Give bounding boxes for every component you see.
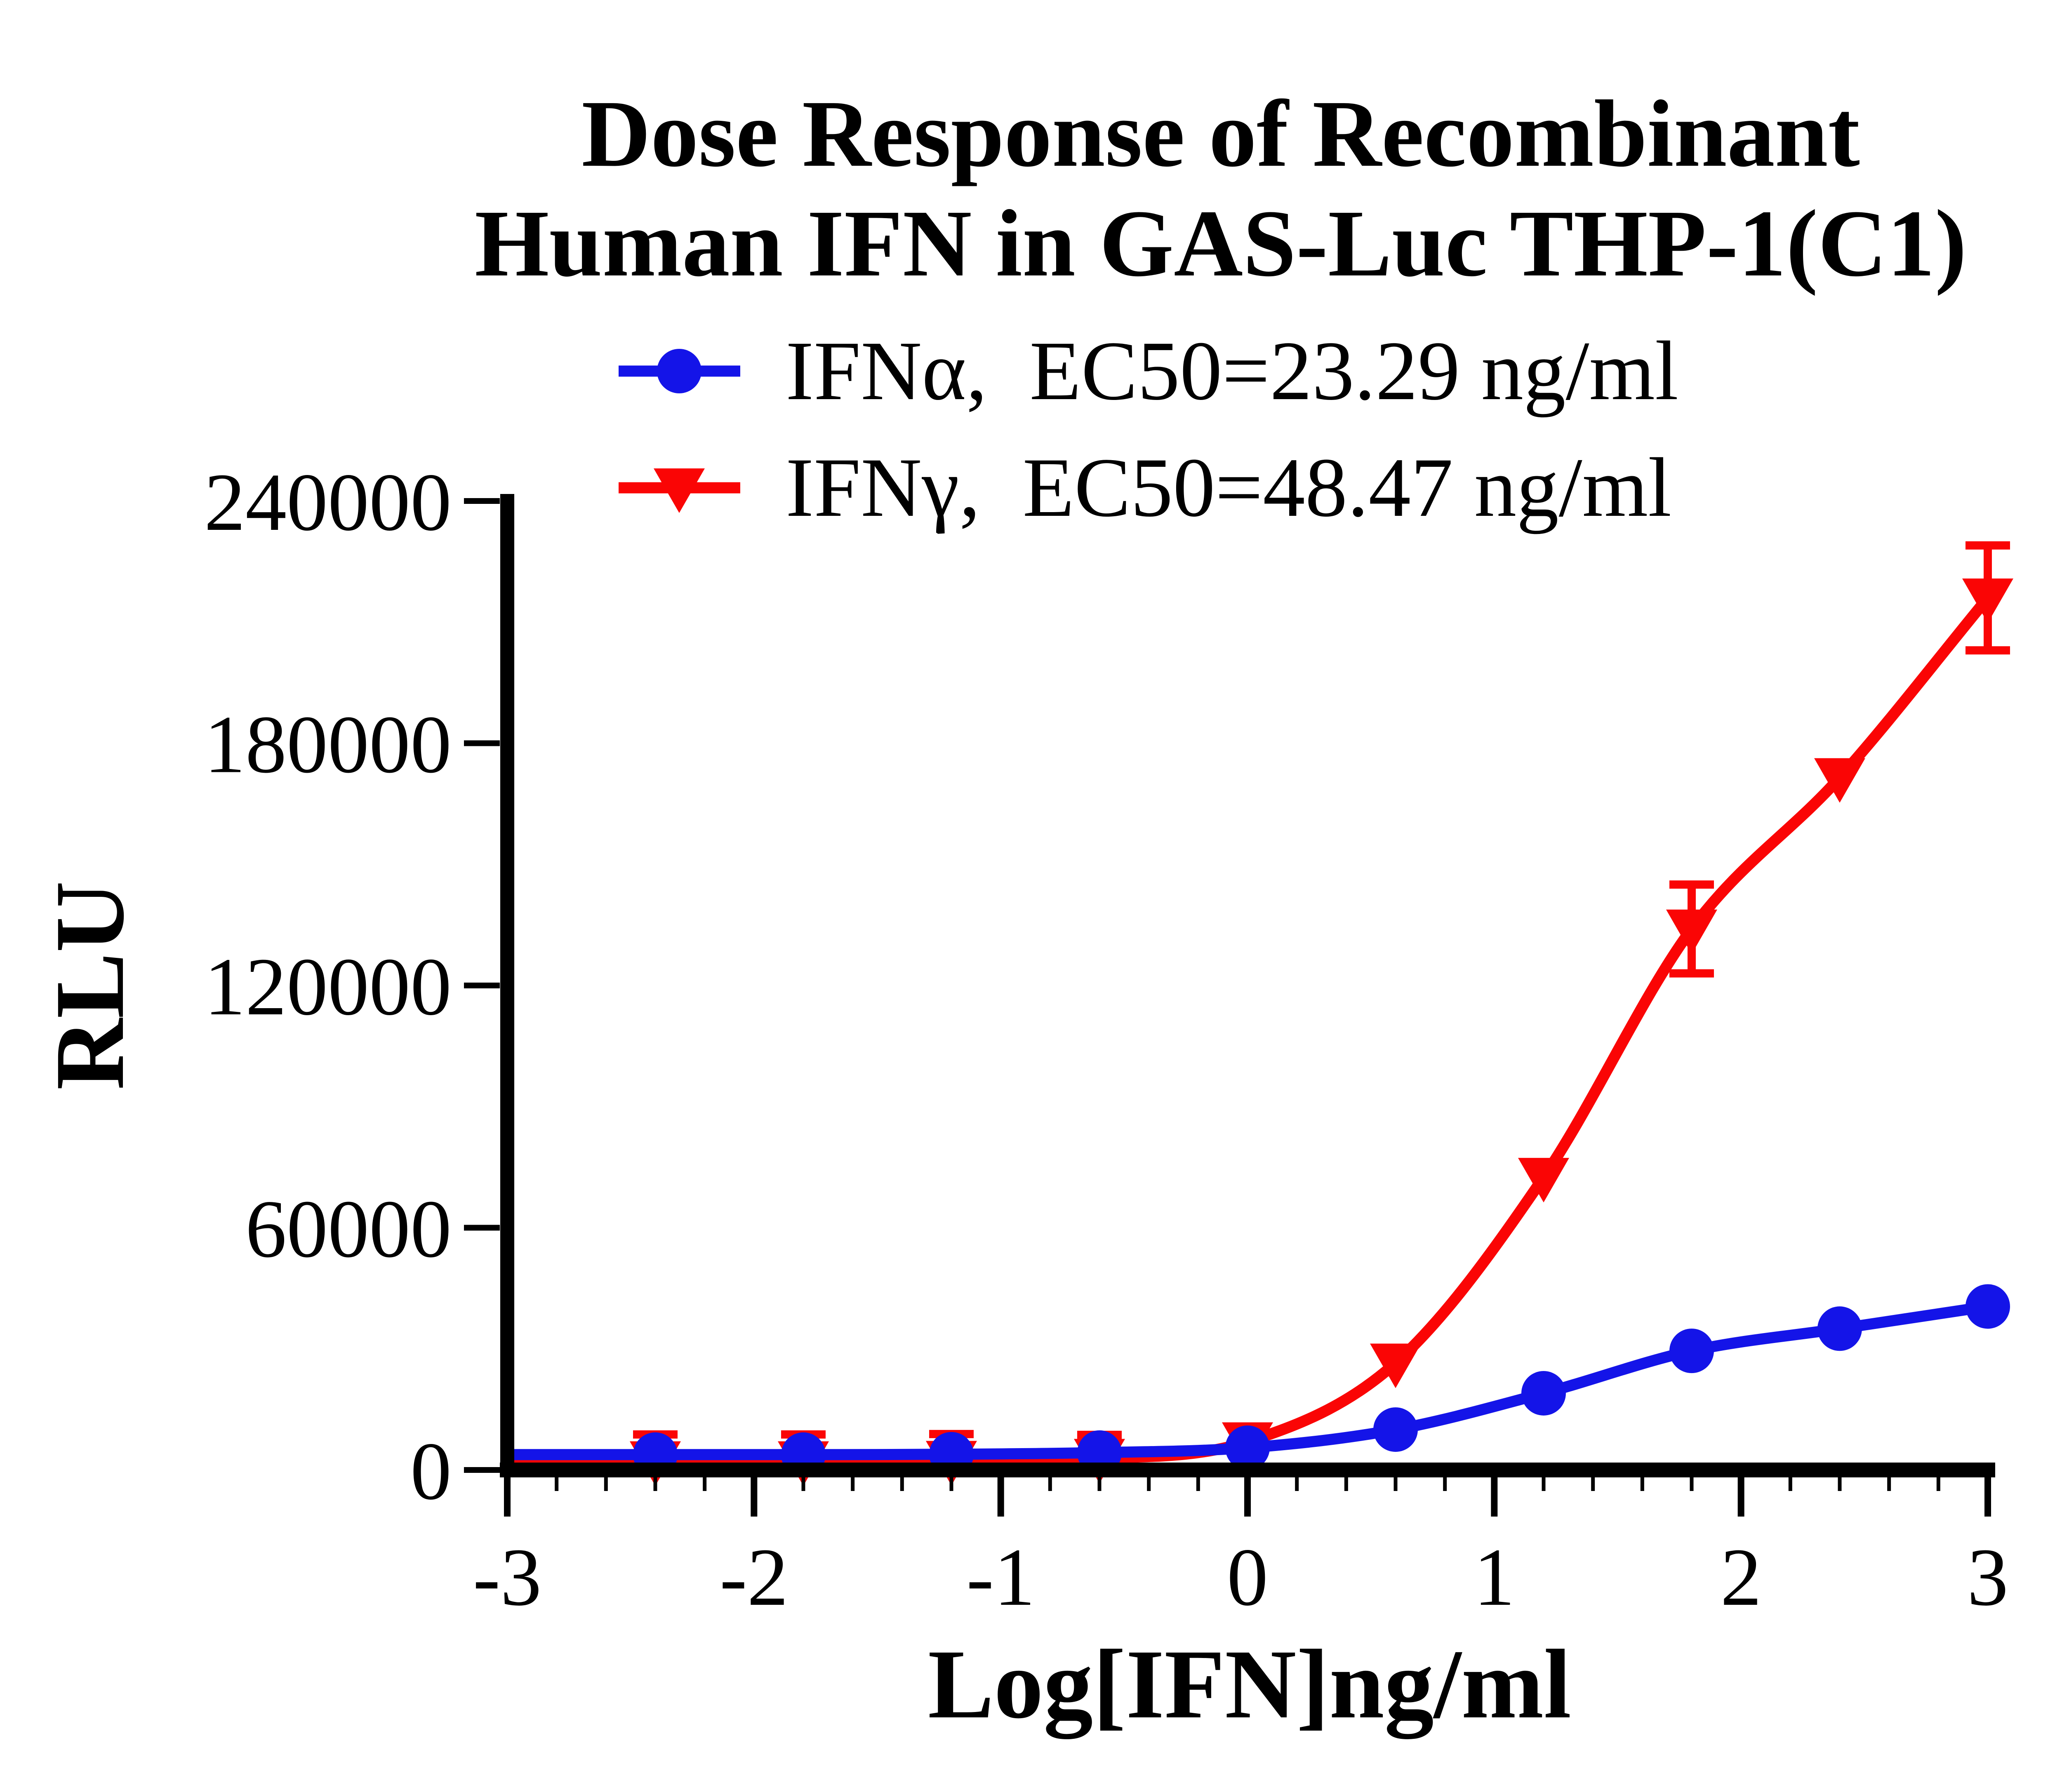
x-tick-label: 2 <box>1721 1532 1762 1623</box>
y-tick-label: 60000 <box>245 1184 452 1275</box>
chart-title-line1: Dose Response of Recombinant <box>581 81 1860 187</box>
legend-item-ifn-alpha: IFNα, EC50=23.29 ng/ml <box>619 324 1678 418</box>
ifn-gamma-marker <box>1370 1343 1421 1388</box>
x-tick-label: -2 <box>720 1532 789 1623</box>
ifn-alpha-marker <box>1521 1371 1566 1416</box>
chart-title-line2: Human IFN in GAS-Luc THP-1(C1) <box>475 190 1967 296</box>
legend-label-ifn-alpha: IFNα, EC50=23.29 ng/ml <box>786 324 1678 418</box>
ifn-alpha-marker <box>1965 1284 2010 1329</box>
ifn-gamma-marker <box>1962 579 2013 623</box>
legend-label-ifn-gamma: IFNγ, EC50=48.47 ng/ml <box>786 441 1671 534</box>
x-tick-label: 0 <box>1227 1532 1268 1623</box>
x-tick-label: -3 <box>473 1532 542 1623</box>
ifn-gamma-marker <box>1666 909 1717 954</box>
y-tick-label: 240000 <box>204 457 452 548</box>
ifn-alpha-marker <box>1225 1425 1270 1470</box>
ifn-alpha-marker <box>1669 1329 1714 1373</box>
x-tick-label: 1 <box>1474 1532 1515 1623</box>
y-tick-label: 180000 <box>204 699 452 790</box>
x-axis-ticks: -3 -2 -1 0 1 2 3 <box>473 1477 2008 1623</box>
axes: 0 60000 120000 180000 240000 -3 -2 -1 0 1 2 3 <box>204 457 2008 1623</box>
ifn-alpha-marker <box>1817 1306 1862 1351</box>
ifn-gamma-curve <box>501 592 1994 1467</box>
x-tick-label: -1 <box>966 1532 1035 1623</box>
legend-marker-ifn-alpha-circle <box>657 349 701 393</box>
y-axis-ticks: 0 60000 120000 180000 240000 <box>204 457 500 1517</box>
legend: IFNα, EC50=23.29 ng/ml IFNγ, EC50=48.47 … <box>619 324 1678 534</box>
ifn-alpha-marker <box>1373 1407 1418 1452</box>
x-axis-minor-ticks <box>555 1477 1940 1491</box>
y-tick-label: 0 <box>410 1426 452 1517</box>
x-tick-label: 3 <box>1967 1532 2008 1623</box>
y-axis-title: RLU <box>35 881 144 1090</box>
y-tick-label: 120000 <box>204 941 452 1032</box>
legend-item-ifn-gamma: IFNγ, EC50=48.47 ng/ml <box>619 441 1671 534</box>
ifn-gamma-marker <box>1518 1158 1569 1203</box>
x-axis-title: Log[IFN]ng/ml <box>928 1629 1571 1739</box>
series-layer <box>501 541 2013 1486</box>
legend-marker-ifn-gamma-triangle <box>654 468 705 513</box>
ifn-gamma-marker <box>1814 758 1865 803</box>
